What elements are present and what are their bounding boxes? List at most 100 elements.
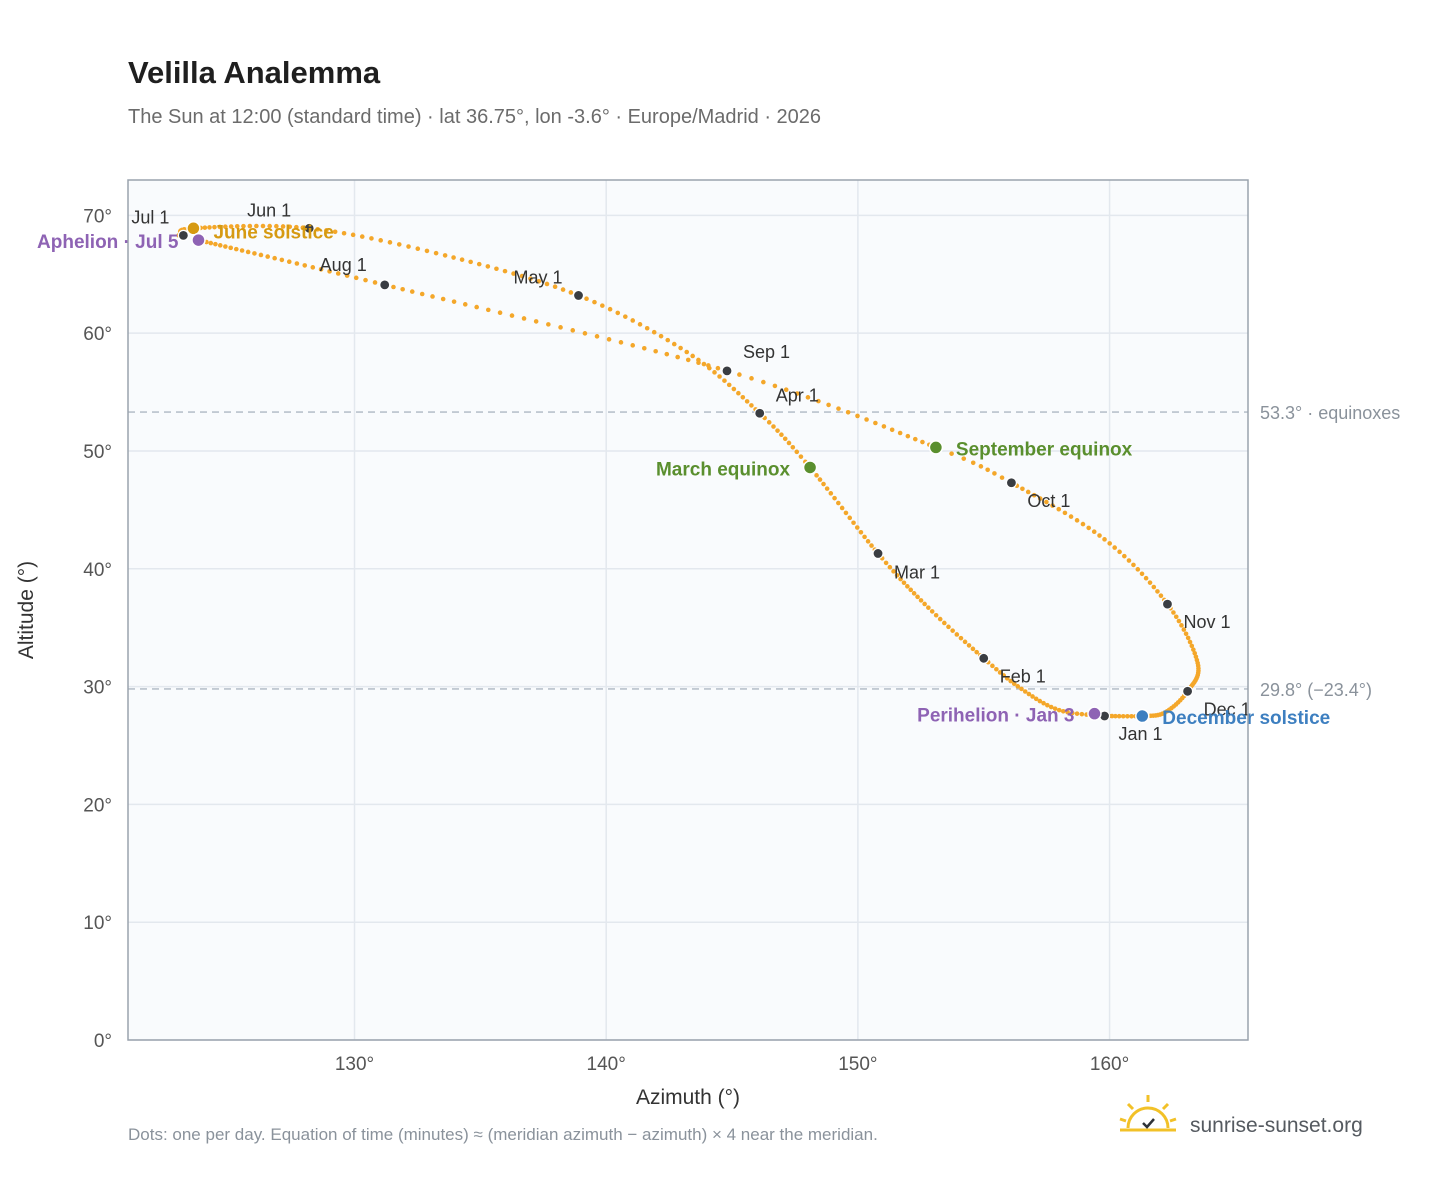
reference-line-label: 29.8° (−23.4°) (1260, 680, 1372, 700)
day-dot (1117, 549, 1122, 555)
day-dot (637, 322, 643, 327)
day-dot (623, 314, 628, 319)
day-dot (937, 616, 943, 622)
y-tick-label: 50° (83, 442, 112, 463)
day-dot (898, 576, 903, 582)
day-dot (805, 395, 811, 400)
day-dot (736, 390, 741, 396)
month-label: Jul 1 (131, 207, 169, 227)
day-dot (843, 510, 849, 516)
day-dot (962, 639, 968, 645)
day-dot (363, 277, 368, 283)
day-dot (715, 365, 721, 371)
day-dot (430, 294, 435, 299)
event-label: Perihelion · Jan 3 (917, 706, 1074, 727)
month-marker (872, 547, 884, 560)
day-dot (658, 333, 664, 339)
day-dot (1044, 499, 1049, 505)
month-markers: Jan 1 Feb 1 Mar 1 Apr 1 May 1 Jun 1 Jul 1 Aug 1… (131, 200, 1250, 744)
day-dot (212, 224, 217, 230)
day-dot (772, 383, 778, 389)
day-dot (929, 609, 935, 614)
day-dot (208, 240, 214, 246)
event-label: September equinox (956, 439, 1133, 460)
day-dot (782, 436, 788, 442)
day-dot (1004, 676, 1010, 681)
day-dot (915, 594, 920, 600)
day-dot (1091, 529, 1097, 535)
day-dot (1008, 678, 1014, 684)
day-dot (1113, 713, 1118, 719)
day-dot (970, 646, 976, 652)
day-dot (1074, 518, 1080, 523)
day-dot (1068, 514, 1074, 519)
day-dot (883, 560, 889, 566)
day-dot (911, 591, 917, 596)
day-dot (1065, 709, 1070, 715)
day-dot (855, 413, 860, 419)
day-dot (1176, 618, 1182, 624)
day-dot (794, 449, 800, 455)
day-dot (737, 372, 742, 377)
day-dot (560, 287, 566, 292)
day-dot (731, 386, 737, 392)
day-dot (1139, 571, 1145, 577)
day-dot (869, 543, 874, 548)
day-dot (459, 257, 465, 262)
day-dot (1015, 684, 1021, 689)
event-marker (928, 440, 944, 455)
month-marker (754, 407, 766, 419)
day-dot (933, 612, 939, 618)
day-dot (1074, 711, 1080, 716)
day-dot (786, 440, 792, 446)
day-dot (241, 223, 246, 229)
day-dot (1147, 580, 1153, 585)
day-dot (1125, 713, 1130, 719)
day-dot (905, 433, 911, 439)
day-dot (533, 319, 539, 324)
day-dot (594, 334, 600, 339)
day-dot (433, 250, 439, 256)
day-dot (213, 241, 218, 247)
day-dot (1050, 503, 1055, 508)
y-axis-label: Altitude (°) (15, 561, 38, 659)
day-dot (335, 271, 341, 276)
day-dot (889, 427, 895, 433)
day-dot (318, 267, 324, 272)
day-dot (1011, 681, 1017, 687)
month-marker (303, 222, 315, 234)
month-label: Nov 1 (1183, 612, 1230, 632)
day-dot (1031, 492, 1037, 498)
day-dot (267, 223, 272, 229)
day-dot (1037, 496, 1043, 501)
day-dot (1158, 593, 1164, 599)
month-label: Dec 1 (1204, 699, 1251, 719)
day-dot (865, 539, 871, 544)
day-dot (1052, 706, 1058, 711)
day-dot (406, 244, 411, 249)
y-tick-label: 60° (83, 324, 112, 345)
day-dot (817, 477, 823, 482)
day-dot (324, 228, 329, 233)
day-dot (234, 224, 240, 229)
day-dot (970, 460, 976, 466)
day-dot (1129, 713, 1134, 719)
day-dot (528, 276, 533, 281)
day-dot (350, 232, 356, 238)
day-dot (558, 325, 563, 330)
day-dot (771, 424, 776, 429)
day-dot (974, 649, 980, 655)
plot-area (128, 180, 1248, 1040)
event-label: December solstice (1162, 708, 1330, 729)
day-dot (468, 259, 473, 265)
day-dot (958, 635, 964, 641)
day-dot (419, 291, 425, 297)
footer-note: Dots: one per day. Equation of time (min… (128, 1125, 878, 1144)
chart-subtitle: The Sun at 12:00 (standard time) · lat 3… (128, 106, 821, 128)
day-dot (497, 310, 503, 316)
day-dot (294, 261, 300, 266)
day-dot (1033, 696, 1039, 702)
day-dot (592, 299, 597, 305)
day-dot (749, 403, 754, 408)
